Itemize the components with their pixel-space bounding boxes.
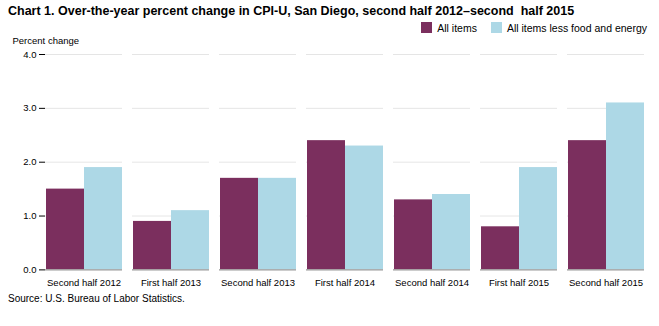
svg-text:First half 2013: First half 2013 [141, 276, 201, 287]
svg-text:Second half 2012: Second half 2012 [47, 276, 121, 287]
html-text:All items: All items [437, 21, 477, 34]
svg-text:Second half 2014: Second half 2014 [395, 276, 469, 287]
svg-text:4.0: 4.0 [23, 48, 36, 59]
svg-text:1.0: 1.0 [23, 210, 36, 221]
svg-text:First half 2015: First half 2015 [489, 276, 549, 287]
svg-text:Percent change: Percent change [13, 35, 80, 46]
svg-text:3.0: 3.0 [23, 102, 36, 113]
svg-text:Second half 2013: Second half 2013 [221, 276, 295, 287]
html-text:All items less food and energy: All items less food and energy [506, 21, 647, 34]
html-text:Chart 1. Over-the-year percent: Chart 1. Over-the-year percent change in… [8, 4, 575, 18]
svg-text:0.0: 0.0 [23, 264, 36, 275]
svg-text:First half 2014: First half 2014 [315, 276, 375, 287]
html-text:Source: U.S. Bureau of Labor S: Source: U.S. Bureau of Labor Statistics. [8, 293, 185, 304]
svg-text:2.0: 2.0 [23, 156, 36, 167]
svg-text:Second half 2015: Second half 2015 [569, 276, 643, 287]
